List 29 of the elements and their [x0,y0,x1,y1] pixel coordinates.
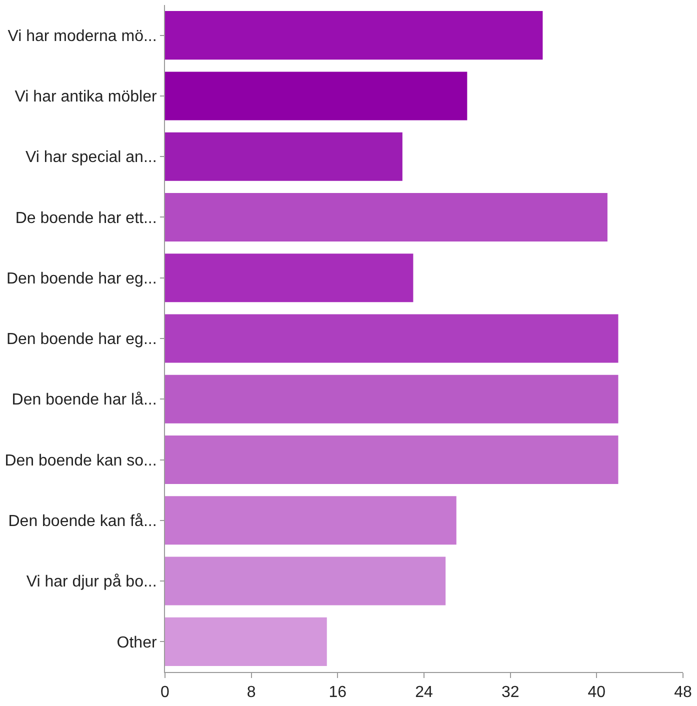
y-tick-label: Other [116,634,158,652]
bar [165,72,468,120]
x-tick-label: 48 [674,684,692,702]
y-tick-label: Den boende kan so... [4,452,157,470]
y-tick-label: De boende har ett... [15,210,157,227]
x-tick-label: 32 [501,684,520,702]
y-tick-label: Vi har moderna mö... [8,28,157,45]
bar [165,132,402,181]
x-tick-label: 8 [246,684,256,702]
x-tick-label: 0 [160,684,170,702]
y-tick-label: Vi har antika möbler [14,88,158,106]
bar [165,11,543,60]
bar [165,192,608,242]
x-tick-label: 16 [328,684,347,702]
bar [165,617,327,666]
y-tick-label: Den boende har eg... [6,331,157,348]
y-tick-label: Vi har djur på bo... [26,574,157,591]
bar [165,314,618,363]
x-tick-label: 24 [415,684,433,702]
x-tick-label: 40 [588,684,606,702]
bar [165,254,414,302]
y-tick-label: Den boende har eg... [6,270,157,288]
bar [165,496,456,545]
y-tick-label: Vi har special an... [25,149,157,166]
bar [165,436,618,484]
bar [165,556,446,606]
y-tick-label: Den boende har lå... [12,392,157,409]
bar [165,374,618,424]
y-tick-label: Den boende kan få... [8,513,157,530]
